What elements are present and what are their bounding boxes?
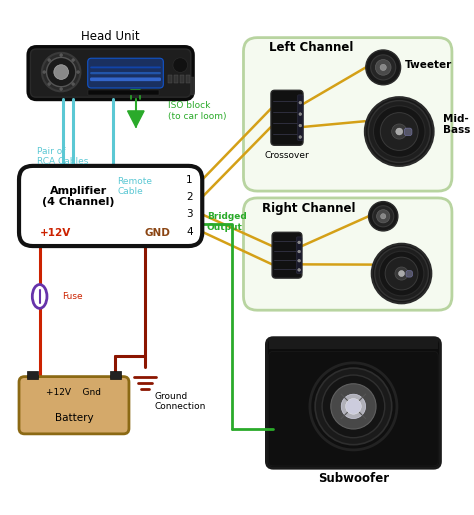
Text: Remote
Cable: Remote Cable [118,177,153,196]
Circle shape [369,201,398,231]
Circle shape [43,71,46,74]
Bar [27,371,38,379]
Circle shape [374,106,425,157]
FancyBboxPatch shape [296,237,302,273]
Circle shape [60,54,63,57]
Text: Left Channel: Left Channel [269,41,353,54]
Circle shape [377,210,390,223]
Circle shape [372,244,431,303]
Text: Pair of
RCA Cables: Pair of RCA Cables [37,147,89,166]
Bar [168,75,173,83]
Circle shape [173,58,188,73]
Circle shape [385,257,418,290]
FancyBboxPatch shape [19,166,202,246]
Circle shape [299,101,301,104]
Text: Head Unit: Head Unit [82,30,140,43]
Circle shape [72,83,74,85]
Circle shape [48,59,51,61]
FancyBboxPatch shape [30,49,191,97]
Text: Bridged
Output: Bridged Output [207,212,246,232]
FancyBboxPatch shape [271,90,303,145]
Text: Subwoofer: Subwoofer [318,472,389,485]
FancyBboxPatch shape [272,232,302,278]
FancyBboxPatch shape [90,77,161,81]
Circle shape [395,267,408,280]
Circle shape [381,214,386,219]
FancyBboxPatch shape [90,66,161,68]
FancyBboxPatch shape [19,376,129,434]
FancyBboxPatch shape [269,351,438,466]
Circle shape [380,113,418,150]
Bar [191,77,194,95]
Circle shape [298,250,301,253]
Circle shape [298,241,301,244]
Polygon shape [128,111,144,127]
Circle shape [341,394,365,419]
Text: Battery: Battery [55,413,93,423]
Circle shape [310,363,397,450]
Circle shape [375,247,428,300]
Text: 1: 1 [186,175,193,184]
FancyBboxPatch shape [90,72,161,74]
FancyBboxPatch shape [244,198,452,310]
Bar [180,75,184,83]
Circle shape [299,124,301,127]
Text: Crossover: Crossover [264,151,310,160]
Text: Right Channel: Right Channel [262,201,356,215]
Circle shape [322,375,385,438]
Circle shape [379,251,424,296]
Circle shape [371,55,396,80]
FancyBboxPatch shape [266,338,440,468]
Text: ISO block
(to car loom): ISO block (to car loom) [168,101,227,121]
FancyBboxPatch shape [298,95,303,141]
Circle shape [368,100,430,162]
Bar [174,75,178,83]
Text: 2: 2 [186,192,193,202]
Text: Fuse: Fuse [63,292,83,301]
Bar [269,339,438,349]
Circle shape [77,71,80,74]
FancyBboxPatch shape [406,270,412,277]
FancyBboxPatch shape [28,47,193,99]
Text: Tweeter: Tweeter [405,60,453,70]
FancyBboxPatch shape [244,38,452,191]
Circle shape [46,57,76,87]
FancyBboxPatch shape [404,128,412,135]
Circle shape [375,60,391,75]
Circle shape [315,368,392,444]
Circle shape [299,113,301,115]
Circle shape [298,260,301,262]
Circle shape [392,124,407,139]
Circle shape [299,135,301,139]
Circle shape [60,88,63,91]
Text: Amplifier
(4 Channel): Amplifier (4 Channel) [42,185,115,207]
Text: +12V    Gnd: +12V Gnd [46,388,101,397]
Circle shape [373,205,394,227]
Circle shape [399,270,404,277]
Text: 4: 4 [186,227,193,237]
Bar [88,90,159,95]
Bar [186,75,191,83]
Circle shape [72,59,74,61]
Circle shape [48,83,51,85]
Text: GND: GND [145,228,171,238]
Circle shape [380,64,386,71]
Circle shape [346,399,361,414]
Circle shape [54,65,68,79]
Text: 3: 3 [186,210,193,219]
Text: Ground
Connection: Ground Connection [154,392,206,411]
Text: Mid-
Bass: Mid- Bass [443,114,470,135]
Circle shape [365,97,434,166]
Ellipse shape [32,284,47,308]
FancyBboxPatch shape [88,58,164,88]
Circle shape [366,50,401,85]
Circle shape [298,268,301,271]
Circle shape [331,384,376,429]
Text: +12V: +12V [40,228,71,238]
Bar [109,371,121,379]
Circle shape [396,128,403,135]
Circle shape [42,53,81,91]
